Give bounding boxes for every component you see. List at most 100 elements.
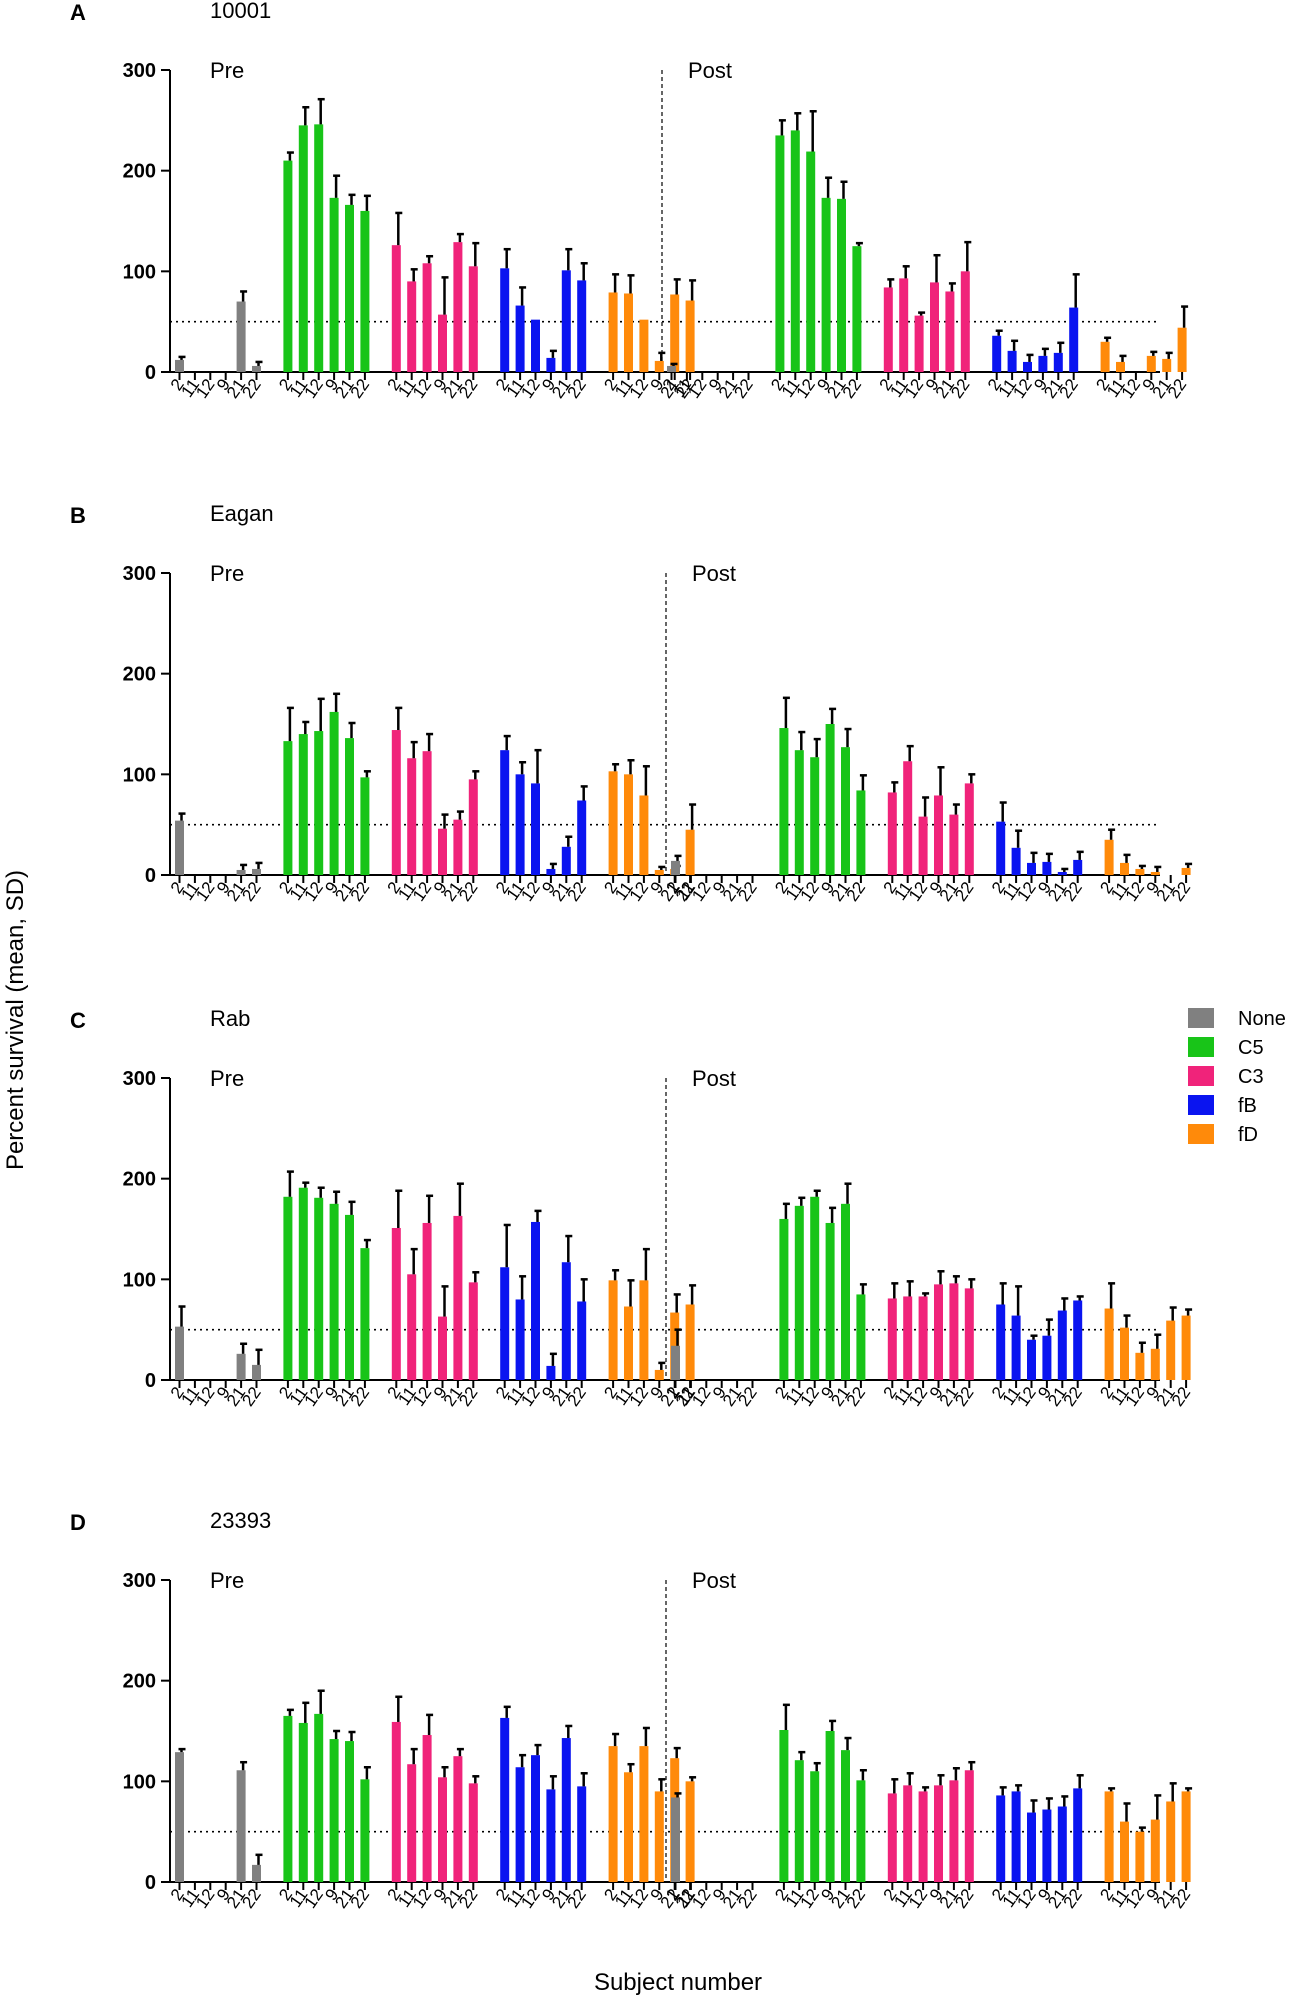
bar-post-fd-subject-12 [1135,1831,1145,1882]
y-tick-label: 200 [123,1169,156,1191]
bar-pre-fb-subject-21 [561,846,571,875]
bar-post-fb-subject-21 [1057,1806,1067,1882]
pre-label: Pre [210,1066,244,1091]
bar-pre-fd-subject-9 [654,1791,664,1882]
panel-title: 23393 [210,1508,271,1533]
bar-pre-fb-subject-9 [546,1789,556,1882]
bar-pre-none-subject-21 [236,301,246,372]
bar-post-c5-subject-21 [841,1203,850,1380]
bar-post-fb-subject-12 [1027,1812,1036,1882]
bar-pre-c3-subject-9 [438,1777,447,1882]
bar-pre-fb-subject-11 [515,305,525,372]
bar-pre-c5-subject-12 [314,731,324,875]
y-tick-label: 300 [123,563,156,585]
y-tick-label: 200 [123,161,156,183]
bar-pre-c5-subject-11 [298,1722,308,1882]
bar-post-fd-subject-9 [1150,1348,1160,1380]
bar-post-c3-subject-22 [964,1770,974,1882]
bar-post-fd-subject-11 [1120,862,1129,875]
bar-pre-c5-subject-21 [345,738,354,875]
x-tick-label: 22 [238,1383,264,1409]
bar-post-c3-subject-11 [903,1296,913,1380]
x-tick-label: 22 [1060,1383,1086,1409]
bar-post-c5-subject-11 [794,1205,804,1380]
bar-pre-fd-subject-12 [639,1746,649,1882]
bar-post-none-subject-2 [671,1345,680,1380]
x-tick-label: 22 [843,878,869,904]
bar-post-fd-subject-21 [1162,358,1172,372]
x-axis-title: Subject number [594,1969,762,1996]
bar-pre-fd-subject-12 [639,319,649,372]
bar-pre-c5-subject-9 [329,1739,339,1882]
x-tick-label: 22 [839,375,865,401]
legend-label-fb: fB [1238,1095,1257,1117]
bar-post-fd-subject-11 [1120,1821,1129,1882]
x-tick-label: 22 [564,1885,590,1911]
bar-pre-c5-subject-12 [314,1713,324,1882]
bar-post-fd-subject-22 [1181,867,1191,875]
y-tick-label: 0 [145,1370,156,1392]
bar-pre-none-subject-2 [175,359,184,372]
x-tick-label: 22 [734,1383,760,1409]
bar-post-c3-subject-2 [887,1793,897,1882]
bar-pre-fb-subject-22 [577,1786,587,1882]
bar-pre-c3-subject-2 [391,1721,401,1882]
bar-pre-fd-subject-11 [624,774,633,875]
bar-pre-fb-subject-9 [546,868,556,875]
bar-post-c5-subject-21 [841,1750,850,1882]
x-tick-label: 22 [951,878,977,904]
panel-letter: A [70,0,86,25]
bar-post-none-subject-2 [667,365,676,372]
bar-pre-fb-subject-11 [515,1299,525,1380]
y-axis-title: Percent survival (mean, SD) [2,870,29,1170]
bar-pre-c3-subject-11 [407,1764,417,1882]
bar-pre-fd-subject-2 [608,771,618,875]
bar-pre-none-subject-2 [175,820,184,875]
bar-pre-fd-subject-22 [685,829,695,875]
bar-post-c3-subject-12 [918,1791,928,1882]
bar-pre-none-subject-22 [252,365,261,372]
bar-pre-c5-subject-9 [329,1203,339,1380]
bar-pre-c5-subject-22 [360,777,370,875]
panel-letter: C [70,1008,86,1033]
bar-post-c5-subject-9 [825,1222,835,1380]
bar-post-fb-subject-22 [1073,1788,1083,1882]
bar-pre-fd-subject-2 [608,1280,618,1380]
x-tick-label: 22 [347,1885,373,1911]
bar-pre-c3-subject-22 [468,266,478,372]
bar-post-fb-subject-9 [1042,861,1052,875]
y-tick-label: 300 [123,1570,156,1592]
bar-post-c5-subject-2 [775,135,785,372]
bar-post-fb-subject-12 [1023,361,1032,372]
bar-pre-c3-subject-11 [407,281,417,372]
x-tick-label: 22 [951,1383,977,1409]
bar-pre-c3-subject-9 [438,828,447,875]
bar-post-none-subject-2 [671,1797,680,1882]
bar-pre-fd-subject-22 [685,1304,695,1380]
bar-pre-c3-subject-12 [422,751,432,875]
legend-swatch-fb [1188,1095,1214,1115]
bar-post-c5-subject-21 [837,198,846,372]
bar-pre-c3-subject-11 [407,758,417,875]
bar-pre-fb-subject-2 [500,1717,510,1882]
y-tick-label: 100 [123,261,156,283]
bar-post-c3-subject-2 [883,287,893,372]
bar-post-fd-subject-21 [1166,1801,1176,1882]
x-tick-label: 22 [238,878,264,904]
x-tick-label: 22 [1168,878,1194,904]
bar-pre-fd-subject-21 [670,294,680,372]
bar-pre-c5-subject-22 [360,1779,370,1882]
y-tick-label: 100 [123,764,156,786]
bar-pre-fd-subject-12 [639,1280,649,1380]
bar-pre-fb-subject-2 [500,268,510,372]
bar-pre-c5-subject-21 [345,1741,354,1882]
y-tick-label: 100 [123,1269,156,1291]
bar-post-c5-subject-11 [790,130,800,372]
bar-pre-c3-subject-2 [391,245,401,372]
bar-pre-c3-subject-21 [453,1215,463,1380]
bar-post-c5-subject-12 [806,151,816,372]
bar-post-c3-subject-9 [934,1284,943,1380]
bar-post-fd-subject-22 [1181,1791,1191,1882]
bar-post-fb-subject-22 [1073,859,1083,875]
